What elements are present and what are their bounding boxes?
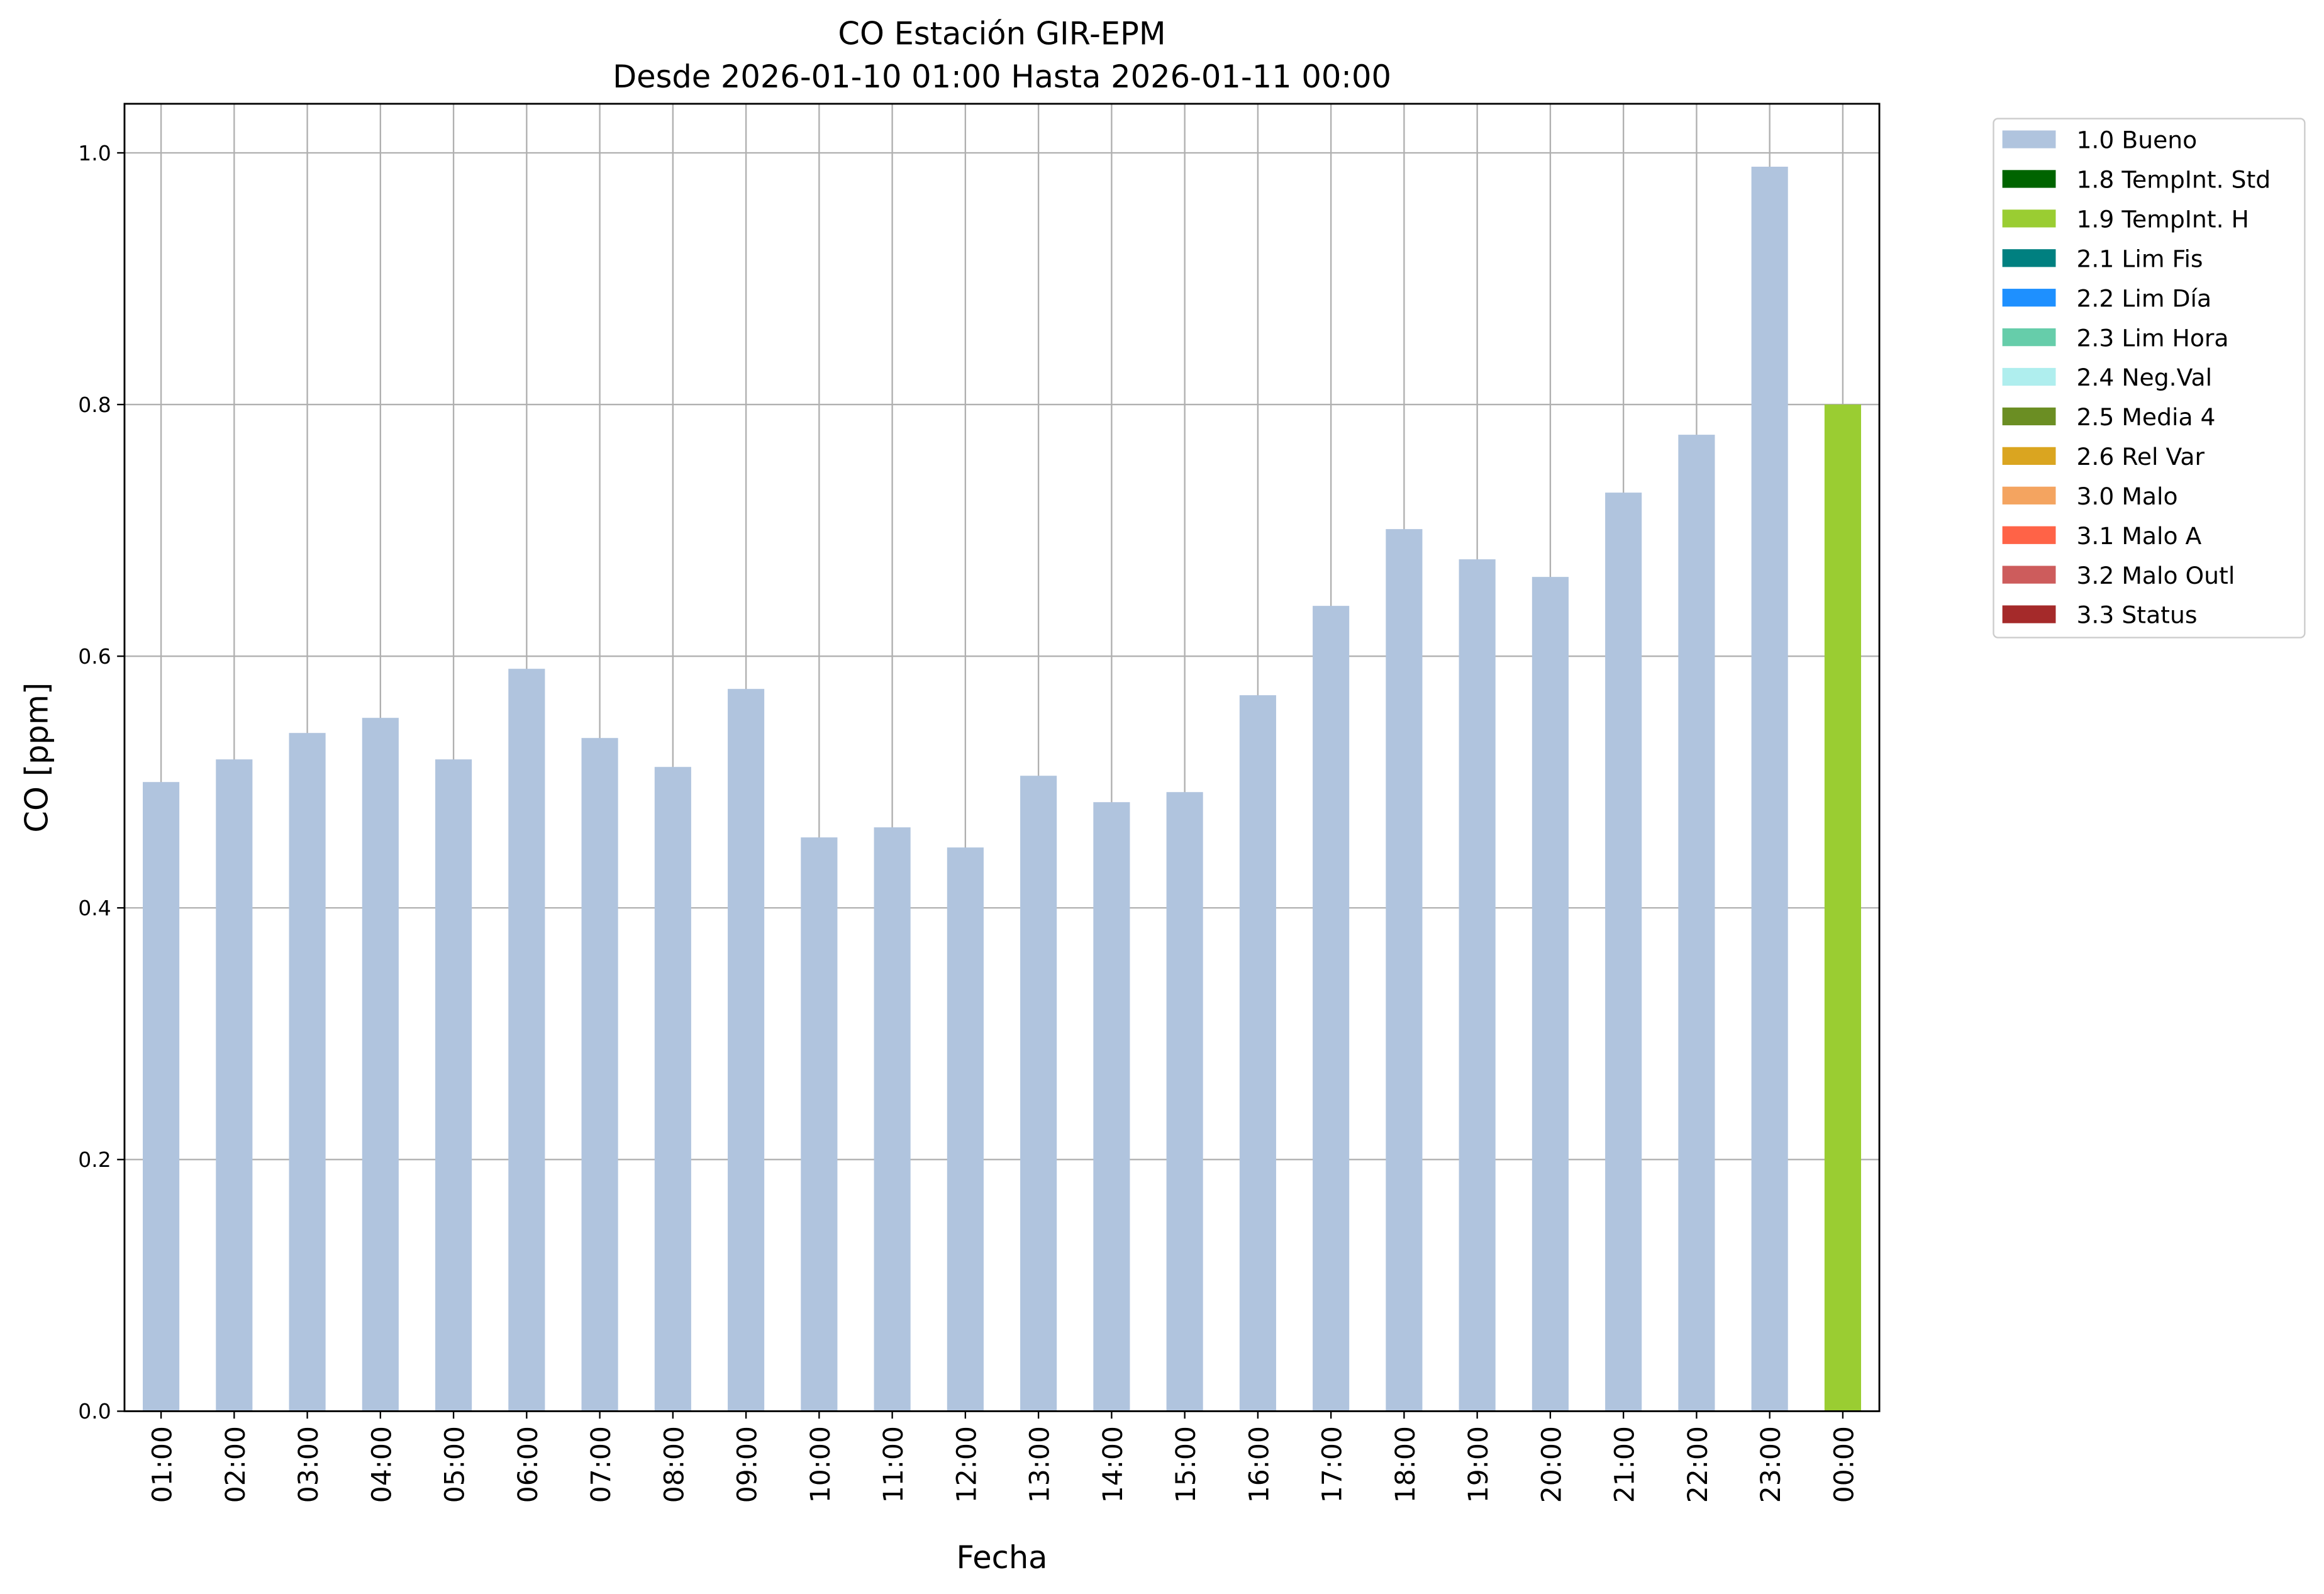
bar — [216, 759, 253, 1412]
bar — [1239, 695, 1276, 1412]
legend-swatch — [2002, 605, 2056, 623]
x-tick-label: 18:00 — [1391, 1426, 1421, 1503]
legend-label: 2.6 Rel Var — [2076, 443, 2204, 471]
x-tick-label: 11:00 — [879, 1426, 909, 1503]
legend-swatch — [2002, 328, 2056, 347]
x-tick-label: 12:00 — [952, 1426, 982, 1503]
x-tick-label: 15:00 — [1171, 1426, 1202, 1503]
x-tick-label: 02:00 — [221, 1426, 252, 1503]
bar — [1605, 493, 1642, 1412]
x-tick-label: 19:00 — [1464, 1426, 1494, 1503]
legend-label: 3.0 Malo — [2076, 482, 2177, 510]
y-tick-label: 1.0 — [78, 141, 111, 165]
legend-swatch — [2002, 289, 2056, 307]
y-tick-label: 0.0 — [78, 1399, 111, 1424]
bar — [1166, 792, 1203, 1412]
bar — [1386, 529, 1423, 1412]
x-tick-label: 06:00 — [513, 1426, 544, 1503]
x-tick-label: 22:00 — [1683, 1426, 1714, 1503]
x-tick-label: 09:00 — [733, 1426, 764, 1503]
x-tick-label: 16:00 — [1244, 1426, 1275, 1503]
bar — [362, 718, 399, 1412]
y-tick-label: 0.2 — [78, 1147, 111, 1172]
chart-subtitle: Desde 2026-01-10 01:00 Hasta 2026-01-11 … — [613, 59, 1391, 95]
legend-label: 3.2 Malo Outl — [2076, 562, 2235, 589]
legend-label: 1.0 Bueno — [2076, 126, 2197, 154]
x-tick-label: 10:00 — [806, 1426, 837, 1503]
x-tick-label: 17:00 — [1318, 1426, 1348, 1503]
legend-label: 1.9 TempInt. H — [2076, 206, 2249, 233]
x-tick-label: 08:00 — [659, 1426, 690, 1503]
legend-label: 2.1 Lim Fis — [2076, 245, 2203, 272]
bar — [435, 759, 472, 1412]
bar — [1532, 577, 1569, 1412]
legend-swatch — [2002, 447, 2056, 465]
x-tick-label: 07:00 — [586, 1426, 617, 1503]
bar — [289, 733, 326, 1412]
bar — [654, 767, 691, 1412]
bar — [874, 827, 911, 1412]
x-tick-label: 14:00 — [1098, 1426, 1129, 1503]
y-tick-label: 0.4 — [78, 896, 111, 920]
legend-label: 2.4 Neg.Val — [2076, 364, 2212, 391]
bar — [1020, 776, 1057, 1412]
legend-swatch — [2002, 130, 2056, 148]
legend-label: 2.2 Lim Día — [2076, 284, 2211, 312]
x-tick-label: 05:00 — [440, 1426, 471, 1503]
y-tick-label: 0.8 — [78, 393, 111, 417]
legend-swatch — [2002, 486, 2056, 504]
plot-frame — [123, 103, 1881, 1412]
legend-box — [1993, 118, 2306, 638]
bar — [1678, 435, 1715, 1412]
legend-label: 2.3 Lim Hora — [2076, 324, 2228, 352]
legend-label: 2.5 Media 4 — [2076, 403, 2215, 431]
legend-label: 3.1 Malo A — [2076, 522, 2201, 550]
chart-title: CO Estación GIR-EPM — [838, 16, 1165, 52]
bar — [143, 782, 180, 1412]
x-tick-label: 01:00 — [148, 1426, 179, 1503]
legend-swatch — [2002, 367, 2056, 386]
x-tick-label: 23:00 — [1756, 1426, 1787, 1503]
y-tick-label: 0.6 — [78, 644, 111, 669]
x-tick-label: 13:00 — [1025, 1426, 1056, 1503]
x-axis-label: Fecha — [956, 1539, 1047, 1576]
bar — [1093, 802, 1130, 1412]
y-axis-label: CO [ppm] — [18, 683, 55, 833]
legend-swatch — [2002, 249, 2056, 267]
x-tick-label: 03:00 — [294, 1426, 325, 1503]
bar — [728, 689, 765, 1412]
bar — [801, 837, 838, 1412]
legend-label: 3.3 Status — [2076, 601, 2197, 629]
legend-swatch — [2002, 209, 2056, 228]
bar — [1751, 167, 1788, 1412]
bar — [508, 669, 545, 1412]
bar — [947, 847, 984, 1412]
x-tick-label: 00:00 — [1829, 1426, 1860, 1503]
bar — [1824, 404, 1861, 1412]
legend-swatch — [2002, 526, 2056, 544]
x-tick-label: 21:00 — [1610, 1426, 1641, 1503]
bar — [1459, 559, 1496, 1412]
legend-swatch — [2002, 170, 2056, 188]
legend-label: 1.8 TempInt. Std — [2076, 166, 2271, 194]
legend-swatch — [2002, 407, 2056, 426]
x-tick-label: 20:00 — [1537, 1426, 1567, 1503]
x-tick-label: 04:00 — [367, 1426, 398, 1503]
legend-swatch — [2002, 566, 2056, 584]
bar — [1313, 606, 1350, 1412]
bar — [581, 738, 618, 1412]
